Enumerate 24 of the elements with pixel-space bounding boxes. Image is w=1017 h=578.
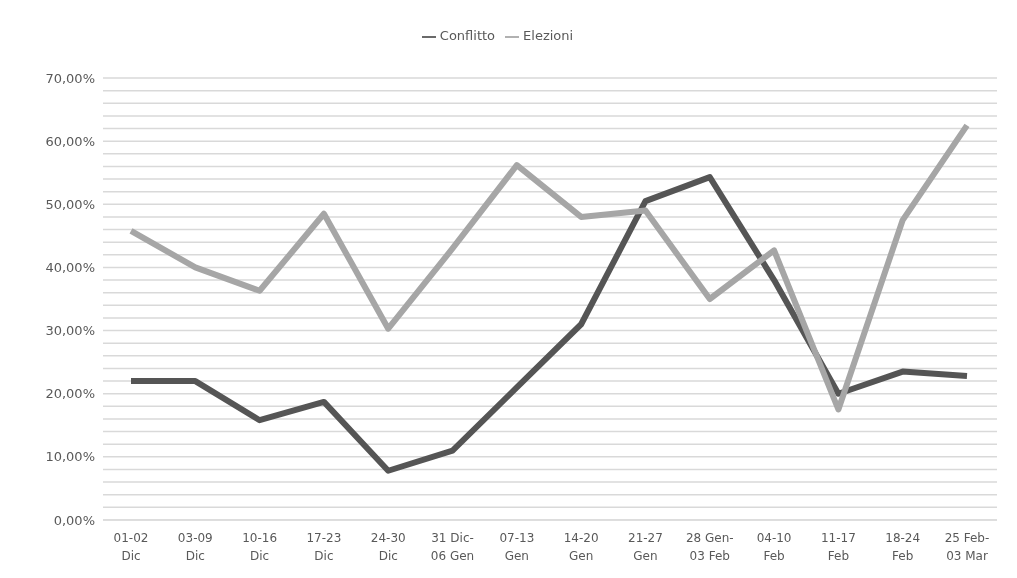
legend-label: Elezioni: [523, 28, 574, 43]
x-tick-label: 11-17 Feb: [820, 531, 856, 563]
x-tick-label: 24-30 Dic: [370, 531, 406, 563]
y-tick-label: 70,00%: [45, 70, 95, 86]
y-tick-label: 50,00%: [45, 196, 95, 212]
legend-label: Conflitto: [439, 28, 496, 43]
x-tick-label: 04-10 Feb: [756, 531, 792, 563]
x-tick-label: 10-16 Dic: [242, 531, 278, 563]
y-tick-label: 10,00%: [45, 449, 95, 465]
x-tick-label: 31 Dic- 06 Gen: [430, 531, 475, 563]
x-tick-label: 25 Feb- 03 Mar: [944, 531, 990, 563]
x-tick-label: 01-02 Dic: [113, 531, 149, 563]
x-tick-label: 21-27 Gen: [628, 531, 663, 563]
y-tick-label: 20,00%: [45, 386, 95, 402]
x-tick-label: 14-20 Gen: [563, 531, 599, 563]
x-tick-label: 18-24 Feb: [885, 531, 921, 563]
x-tick-label: 07-13 Gen: [499, 531, 535, 563]
y-tick-label: 40,00%: [45, 260, 95, 276]
x-tick-label: 03-09 Dic: [177, 531, 213, 563]
y-tick-label: 0,00%: [53, 512, 95, 528]
x-tick-label: 28 Gen- 03 Feb: [685, 531, 734, 563]
y-tick-label: 30,00%: [45, 323, 95, 339]
x-tick-label: 17-23 Dic: [306, 531, 342, 563]
y-tick-label: 60,00%: [45, 133, 95, 149]
